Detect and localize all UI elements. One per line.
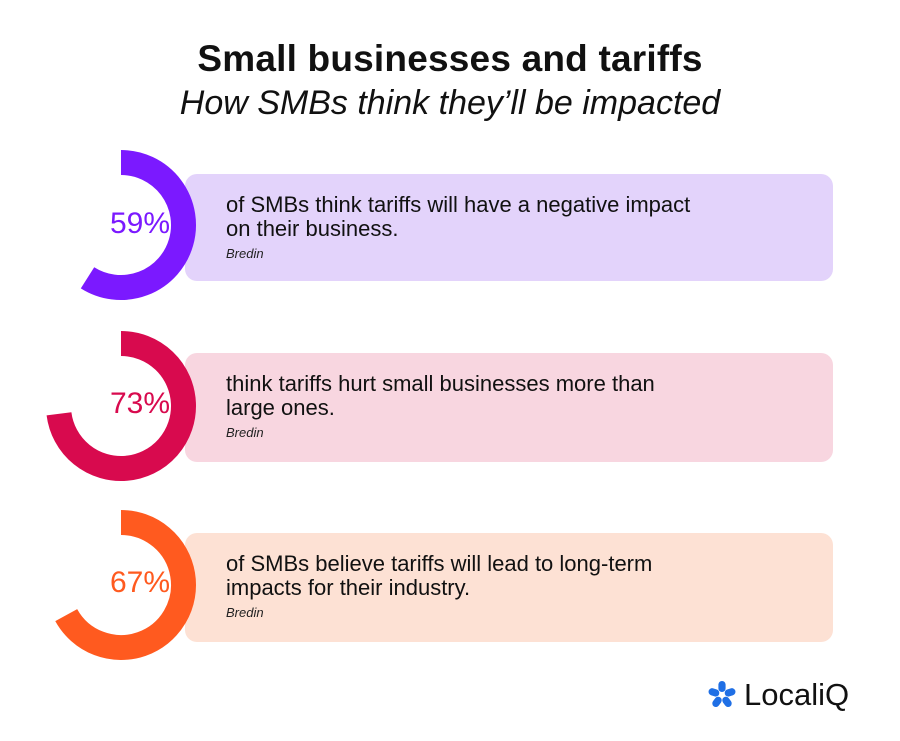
stat-description-2: think tariffs hurt small businesses more…	[226, 372, 655, 420]
donut-chart-3	[55, 510, 196, 660]
page-title: Small businesses and tariffs	[197, 38, 703, 79]
donut-arc-1	[80, 150, 196, 300]
stat-percent-1: 59%	[109, 207, 171, 240]
donut-chart-2	[46, 331, 196, 481]
stat-source-3: Bredin	[226, 605, 264, 620]
stat-description-line: impacts for their industry.	[226, 575, 471, 600]
stat-description-line: of SMBs believe tariffs will lead to lon…	[226, 551, 653, 576]
donut-chart-1	[80, 150, 196, 300]
stat-description-1: of SMBs think tariffs will have a negati…	[226, 193, 690, 241]
donut-arc-3	[55, 510, 196, 660]
stat-description-line: large ones.	[226, 395, 335, 420]
stat-description-line: of SMBs think tariffs will have a negati…	[226, 192, 691, 217]
stat-description-line: think tariffs hurt small businesses more…	[226, 371, 655, 396]
stat-description-3: of SMBs believe tariffs will lead to lon…	[226, 552, 652, 600]
page-subtitle: How SMBs think they’ll be impacted	[179, 84, 721, 122]
donut-arc-2	[46, 331, 196, 481]
brand-name: LocaliQ	[744, 677, 850, 712]
stat-card-2	[185, 353, 833, 462]
stat-source-1: Bredin	[226, 246, 264, 261]
stat-card-1	[185, 174, 833, 281]
stat-percent-2: 73%	[109, 387, 171, 420]
stat-description-line: on their business.	[226, 216, 399, 241]
logo-icon-shape	[708, 681, 736, 708]
stat-source-2: Bredin	[226, 425, 264, 440]
asterisk-logo-icon	[708, 681, 736, 708]
stat-card-3	[185, 533, 833, 642]
stat-percent-3: 67%	[109, 566, 171, 599]
